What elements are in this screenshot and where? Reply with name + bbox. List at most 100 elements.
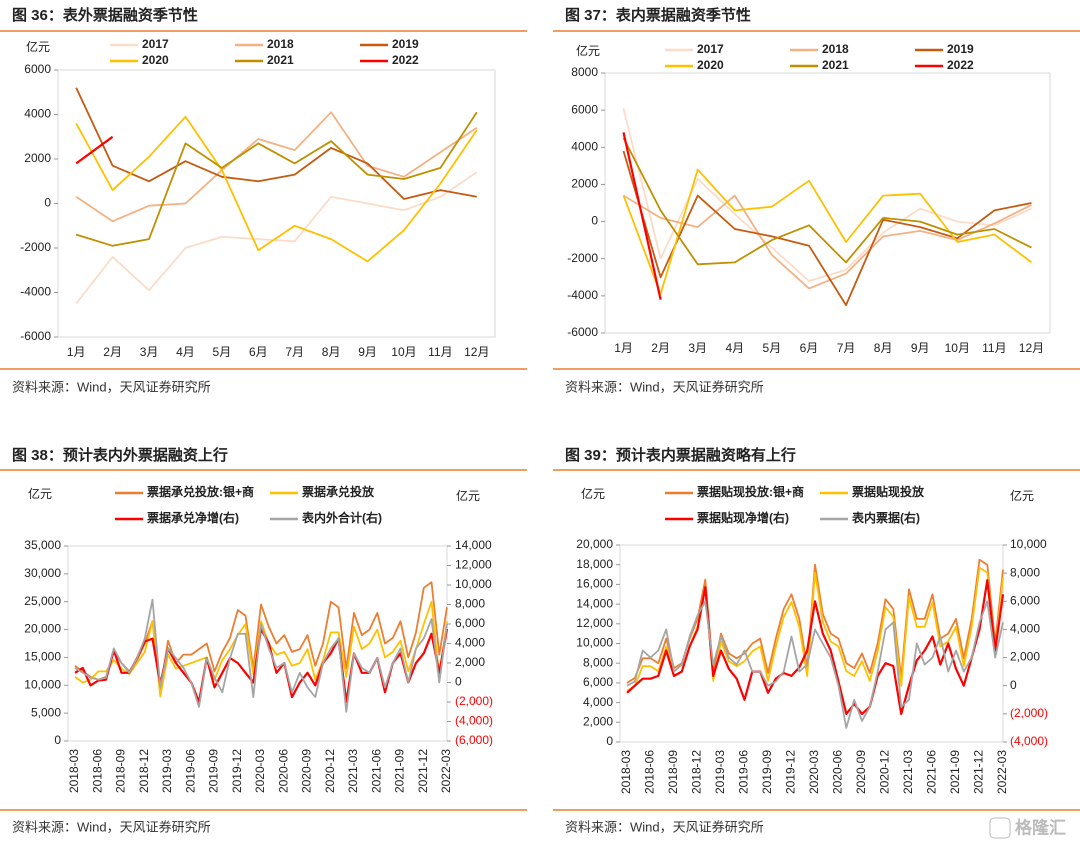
- y-tick-label: 10,000: [24, 677, 61, 691]
- y-tick-label: 6,000: [583, 675, 613, 689]
- x-tick-label: 2018-03: [619, 750, 633, 794]
- x-tick-label: 2020-03: [253, 749, 267, 793]
- y-tick-label: 0: [591, 214, 598, 228]
- x-tick-label: 1月: [67, 345, 86, 359]
- x-tick-label: 2021-06: [925, 750, 939, 794]
- y2-tick-label: 8,000: [455, 597, 485, 611]
- y-tick-label: 4,000: [583, 695, 613, 709]
- legend-label: 表内外合计(右): [301, 510, 382, 525]
- x-tick-label: 2018-12: [137, 749, 151, 793]
- series-line: [623, 194, 1032, 290]
- x-tick-label: 2019-06: [737, 750, 751, 794]
- x-tick-label: 4月: [176, 345, 195, 359]
- y-tick-label: 0: [606, 734, 613, 748]
- x-tick-label: 2020-06: [276, 749, 290, 793]
- y2-tick-label: 12,000: [455, 558, 492, 572]
- x-tick-label: 8月: [874, 341, 893, 355]
- y-axis-label: 亿元: [28, 486, 52, 501]
- x-tick-label: 2018-09: [666, 750, 680, 794]
- source-note: 资料来源：Wind，天风证券研究所: [12, 819, 211, 834]
- y2-tick-label: 10,000: [455, 577, 492, 591]
- x-tick-label: 2018-06: [90, 749, 104, 793]
- y2-tick-label: (4,000): [455, 714, 493, 728]
- separators: [0, 30, 1080, 811]
- y-tick-label: 5,000: [31, 705, 61, 719]
- x-tick-label: 2019-03: [160, 749, 174, 793]
- y-tick-label: -2000: [20, 240, 51, 254]
- x-tick-label: 2021-09: [948, 750, 962, 794]
- y2-tick-label: (4,000): [1010, 734, 1048, 748]
- y-tick-label: -6000: [20, 329, 51, 343]
- legend-label: 票据承兑净增(右): [147, 510, 239, 525]
- series-line: [622, 168, 1033, 295]
- x-tick-label: 11月: [428, 345, 452, 359]
- y2-tick-label: 14,000: [455, 538, 492, 552]
- legend-label: 票据承兑投放: [302, 484, 375, 499]
- x-tick-label: 2021-12: [416, 749, 430, 793]
- x-tick-label: 2019-12: [784, 750, 798, 794]
- y-tick-label: 6000: [24, 62, 51, 76]
- series-line: [75, 87, 477, 200]
- x-tick-label: 2月: [651, 341, 670, 355]
- y-tick-label: 35,000: [24, 538, 61, 552]
- y2-tick-label: 8,000: [1010, 565, 1040, 579]
- x-tick-label: 2021-03: [901, 750, 915, 794]
- series-line: [75, 111, 478, 247]
- y-tick-label: -6000: [567, 325, 598, 339]
- series-line: [622, 150, 1032, 306]
- watermark: 格隆汇: [1015, 817, 1066, 837]
- y-tick-label: 6000: [571, 102, 598, 116]
- y2-tick-label: (6,000): [455, 733, 493, 747]
- y2-tick-label: 6,000: [455, 616, 485, 630]
- x-tick-label: 6月: [800, 341, 819, 355]
- x-tick-label: 2月: [103, 345, 122, 359]
- y-tick-label: 10,000: [576, 636, 613, 650]
- legend-label: 2020: [142, 53, 169, 67]
- logo-icon: [989, 817, 1011, 839]
- legend-label: 票据贴现投放: [852, 484, 925, 499]
- x-tick-label: 3月: [140, 345, 159, 359]
- y-tick-label: 30,000: [24, 566, 61, 580]
- series-line: [74, 600, 448, 698]
- series-line: [626, 579, 1005, 715]
- x-tick-label: 2020-09: [300, 749, 314, 793]
- x-tick-label: 2021-06: [369, 749, 383, 793]
- y-tick-label: 15,000: [24, 650, 61, 664]
- y-tick-label: 8000: [571, 65, 598, 79]
- y-axis-label: 亿元: [576, 43, 600, 58]
- x-tick-label: 4月: [725, 341, 744, 355]
- x-tick-label: 2019-06: [183, 749, 197, 793]
- series-line: [622, 108, 1032, 282]
- plot-frame: [57, 69, 496, 338]
- y2-axis-label: 亿元: [456, 488, 480, 503]
- legend-label: 2019: [947, 42, 974, 56]
- chart-title: 图 37：表内票据融资季节性: [565, 6, 751, 24]
- chart-title: 图 36：表外票据融资季节性: [12, 6, 198, 24]
- x-tick-label: 11月: [982, 341, 1006, 355]
- legend-label: 2018: [267, 37, 294, 51]
- x-tick-label: 2020-12: [878, 750, 892, 794]
- y-tick-label: 2,000: [583, 714, 613, 728]
- y-tick-label: 25,000: [24, 594, 61, 608]
- legend-label: 2019: [392, 37, 419, 51]
- legend-label: 票据贴现投放:银+商: [697, 484, 804, 499]
- y-tick-label: 18,000: [576, 557, 613, 571]
- y-axis-label: 亿元: [26, 39, 50, 54]
- x-tick-label: 2020-06: [831, 750, 845, 794]
- y-tick-label: 2000: [571, 177, 598, 191]
- y-tick-label: 8,000: [583, 655, 613, 669]
- x-tick-label: 1月: [614, 341, 633, 355]
- series-line: [75, 135, 114, 165]
- source-note: 资料来源：Wind，天风证券研究所: [565, 819, 764, 834]
- legend-label: 表内票据(右): [851, 510, 920, 525]
- legend-label: 票据承兑投放:银+商: [147, 484, 254, 499]
- legend-label: 2017: [697, 42, 724, 56]
- y-tick-label: 20,000: [24, 622, 61, 636]
- x-tick-label: 2020-03: [807, 750, 821, 794]
- y-tick-label: 14,000: [576, 596, 613, 610]
- y2-tick-label: 2,000: [1010, 650, 1040, 664]
- y2-tick-label: 10,000: [1010, 537, 1047, 551]
- y-tick-label: -4000: [567, 288, 598, 302]
- series-line: [75, 115, 478, 263]
